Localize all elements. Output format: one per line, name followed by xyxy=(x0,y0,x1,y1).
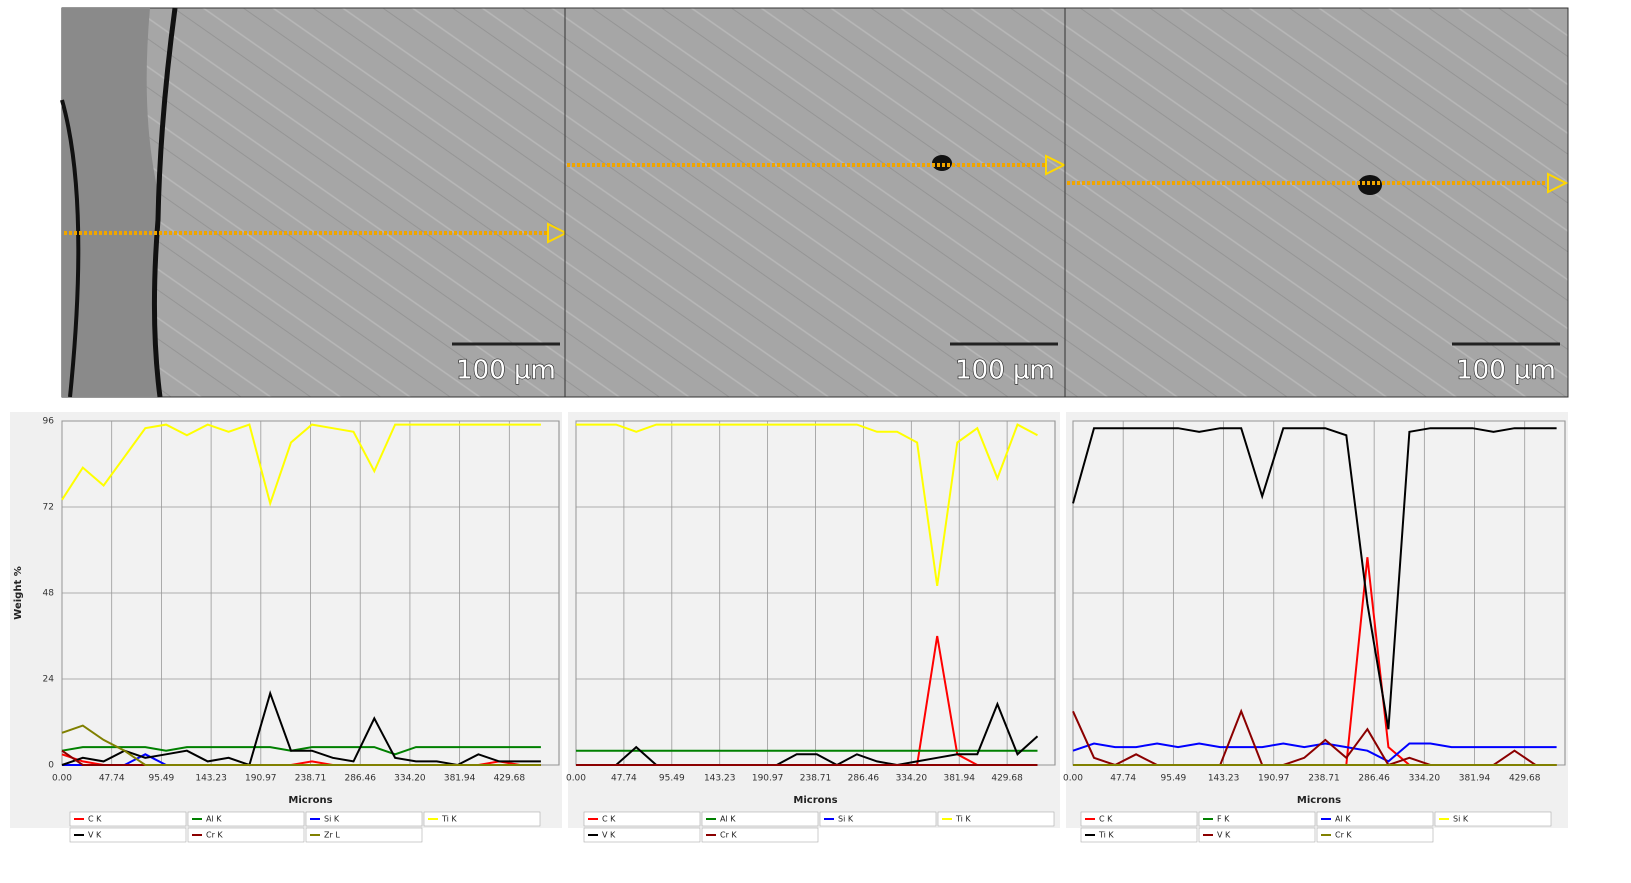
x-tick-label: 0.00 xyxy=(1063,774,1083,784)
legend-box xyxy=(937,811,1055,827)
x-tick-label: 238.71 xyxy=(800,774,832,784)
x-tick-label: 381.94 xyxy=(1459,774,1491,784)
legend-label: Al K xyxy=(720,815,736,824)
y-tick-label: 24 xyxy=(43,675,55,685)
legend-box xyxy=(305,827,423,843)
x-tick-label: 143.23 xyxy=(1208,774,1240,784)
legend-label: Cr K xyxy=(720,831,737,840)
x-tick-label: 238.71 xyxy=(295,774,327,784)
legend-label: F K xyxy=(1217,815,1230,824)
y-axis-label: Weight % xyxy=(13,566,24,619)
x-axis-label: Microns xyxy=(793,795,837,806)
x-tick-label: 190.97 xyxy=(1258,774,1290,784)
legend-box xyxy=(69,827,187,843)
data-line xyxy=(61,724,541,766)
x-tick-label: 286.46 xyxy=(344,774,376,784)
legend-label: Si K xyxy=(324,815,340,824)
legend-label: V K xyxy=(602,831,616,840)
data-line xyxy=(61,746,541,756)
data-line xyxy=(576,701,1039,767)
data-line xyxy=(1072,427,1557,730)
chart: 0 24 48 72 96 0.00 47.74 95.49 143.23 190.97 238.7… xyxy=(10,412,562,843)
x-tick-label: 95.49 xyxy=(149,774,175,784)
legend-label: Cr K xyxy=(206,831,223,840)
x-tick-label: 429.68 xyxy=(494,774,526,784)
legend-box xyxy=(1198,827,1316,843)
x-tick-label: 429.68 xyxy=(1509,774,1541,784)
legend-box xyxy=(1198,811,1316,827)
legend-box xyxy=(187,811,305,827)
x-tick-label: 381.94 xyxy=(444,774,476,784)
legend-box xyxy=(423,811,541,827)
x-tick-label: 334.20 xyxy=(1409,774,1441,784)
x-tick-label: 286.46 xyxy=(1358,774,1390,784)
x-tick-label: 334.20 xyxy=(394,774,426,784)
legend-box xyxy=(187,827,305,843)
data-line xyxy=(61,423,541,507)
legend-label: Si K xyxy=(1453,815,1469,824)
legend-box xyxy=(701,827,819,843)
legend-box xyxy=(701,811,819,827)
x-axis-label: Microns xyxy=(288,795,332,806)
legend-box xyxy=(1434,811,1552,827)
legend-label: Cr K xyxy=(1335,831,1352,840)
legend-box xyxy=(583,827,701,843)
x-tick-label: 143.23 xyxy=(704,774,736,784)
x-tick-label: 238.71 xyxy=(1308,774,1340,784)
legend-label: Si K xyxy=(838,815,854,824)
data-line xyxy=(576,423,1038,586)
x-tick-label: 47.74 xyxy=(611,774,637,784)
x-tick-label: 95.49 xyxy=(1161,774,1187,784)
legend-label: Al K xyxy=(1335,815,1351,824)
legend-label: Al K xyxy=(206,815,222,824)
x-tick-label: 0.00 xyxy=(52,774,72,784)
x-tick-label: 0.00 xyxy=(566,774,586,784)
y-tick-label: 96 xyxy=(43,417,55,427)
legend-label: C K xyxy=(1099,815,1113,824)
legend-label: Ti K xyxy=(441,815,457,824)
x-tick-label: 95.49 xyxy=(659,774,685,784)
scale-label: 100 µm xyxy=(955,356,1055,386)
x-tick-label: 334.20 xyxy=(896,774,928,784)
data-line xyxy=(61,690,541,767)
legend-box xyxy=(305,811,423,827)
x-tick-label: 190.97 xyxy=(245,774,277,784)
legend-box xyxy=(1316,827,1434,843)
chart: 0.00 47.74 95.49 143.23 190.97 238.71 286.46 33… xyxy=(1063,412,1568,843)
x-tick-label: 143.23 xyxy=(195,774,227,784)
y-tick-label: 0 xyxy=(48,761,54,771)
legend-label: C K xyxy=(88,815,102,824)
x-tick-label: 47.74 xyxy=(1110,774,1136,784)
sem-panel: 100 µm xyxy=(564,7,1067,398)
x-tick-label: 286.46 xyxy=(848,774,880,784)
legend-label: Ti K xyxy=(955,815,971,824)
y-tick-label: 48 xyxy=(43,589,55,599)
legend-label: Zr L xyxy=(324,831,340,840)
y-tick-label: 72 xyxy=(43,503,54,513)
x-axis-label: Microns xyxy=(1297,795,1341,806)
legend-label: V K xyxy=(1217,831,1231,840)
sem-panel: 100 µm xyxy=(1064,7,1569,398)
legend-box xyxy=(69,811,187,827)
scale-label: 100 µm xyxy=(456,356,556,386)
legend-label: Ti K xyxy=(1098,831,1114,840)
legend-box xyxy=(1316,811,1434,827)
sem-panel: 100 µm xyxy=(60,7,569,398)
scale-label: 100 µm xyxy=(1456,356,1556,386)
x-tick-label: 47.74 xyxy=(99,774,125,784)
x-tick-label: 190.97 xyxy=(752,774,784,784)
chart: 0.00 47.74 95.49 143.23 190.97 238.71 286.46 33… xyxy=(566,412,1060,843)
legend-label: C K xyxy=(602,815,616,824)
data-line xyxy=(1072,742,1557,763)
legend-box xyxy=(583,811,701,827)
legend-box xyxy=(819,811,937,827)
legend-label: V K xyxy=(88,831,102,840)
x-tick-label: 429.68 xyxy=(991,774,1023,784)
legend-box xyxy=(1080,827,1198,843)
legend-box xyxy=(1080,811,1198,827)
x-tick-label: 381.94 xyxy=(943,774,975,784)
